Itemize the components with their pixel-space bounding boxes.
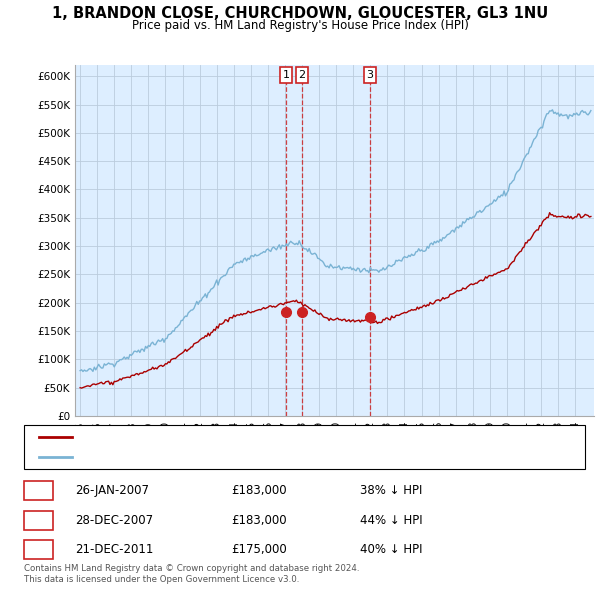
Text: 1: 1 xyxy=(283,70,290,80)
Text: 38% ↓ HPI: 38% ↓ HPI xyxy=(360,484,422,497)
Text: 1, BRANDON CLOSE, CHURCHDOWN, GLOUCESTER, GL3 1NU: 1, BRANDON CLOSE, CHURCHDOWN, GLOUCESTER… xyxy=(52,6,548,21)
Text: 2: 2 xyxy=(35,514,42,527)
Text: 44% ↓ HPI: 44% ↓ HPI xyxy=(360,514,422,527)
Text: £183,000: £183,000 xyxy=(231,514,287,527)
Text: 28-DEC-2007: 28-DEC-2007 xyxy=(75,514,153,527)
Text: Price paid vs. HM Land Registry's House Price Index (HPI): Price paid vs. HM Land Registry's House … xyxy=(131,19,469,32)
Text: 26-JAN-2007: 26-JAN-2007 xyxy=(75,484,149,497)
Text: 1, BRANDON CLOSE, CHURCHDOWN, GLOUCESTER, GL3 1NU (detached house): 1, BRANDON CLOSE, CHURCHDOWN, GLOUCESTER… xyxy=(78,432,490,442)
Text: 2: 2 xyxy=(298,70,305,80)
Text: 1: 1 xyxy=(35,484,42,497)
Text: This data is licensed under the Open Government Licence v3.0.: This data is licensed under the Open Gov… xyxy=(24,575,299,584)
Text: 40% ↓ HPI: 40% ↓ HPI xyxy=(360,543,422,556)
Text: £175,000: £175,000 xyxy=(231,543,287,556)
Text: 3: 3 xyxy=(35,543,42,556)
Text: 3: 3 xyxy=(367,70,373,80)
Text: £183,000: £183,000 xyxy=(231,484,287,497)
Text: Contains HM Land Registry data © Crown copyright and database right 2024.: Contains HM Land Registry data © Crown c… xyxy=(24,565,359,573)
Text: HPI: Average price, detached house, Tewkesbury: HPI: Average price, detached house, Tewk… xyxy=(78,452,332,462)
Text: 21-DEC-2011: 21-DEC-2011 xyxy=(75,543,154,556)
